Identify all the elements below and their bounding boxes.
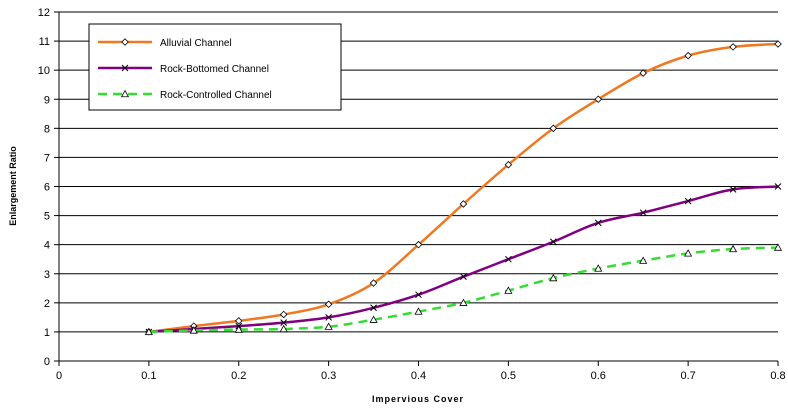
data-point <box>324 300 333 309</box>
legend-marker <box>121 64 129 72</box>
data-point <box>774 183 782 190</box>
data-point <box>504 286 513 294</box>
x-tick-label: 0.8 <box>770 370 785 382</box>
data-point <box>639 69 647 77</box>
data-point <box>414 307 423 315</box>
x-tick-label: 0 <box>56 370 62 382</box>
data-point <box>504 160 513 169</box>
x-tick-label: 0.7 <box>680 370 695 382</box>
y-tick-label: 10 <box>38 65 50 77</box>
y-tick-label: 1 <box>44 327 50 339</box>
legend-entry: Rock-Controlled Channel <box>98 89 272 101</box>
legend-label: Alluvial Channel <box>160 38 232 49</box>
series-line <box>148 185 779 334</box>
x-tick-label: 0.5 <box>501 370 516 382</box>
data-point <box>729 186 737 193</box>
data-point <box>325 314 332 321</box>
data-point <box>773 243 783 251</box>
data-point <box>369 315 378 323</box>
data-point <box>459 200 468 208</box>
series-2 <box>145 183 782 336</box>
data-point <box>594 264 603 272</box>
data-point <box>414 240 423 249</box>
y-tick-label: 8 <box>44 123 50 135</box>
legend-label: Rock-Controlled Channel <box>160 90 272 101</box>
x-tick-label: 0.4 <box>411 370 426 382</box>
data-point <box>549 273 558 282</box>
y-tick-label: 6 <box>44 182 50 194</box>
x-tick-label: 0.3 <box>321 370 336 382</box>
x-tick-label: 0.6 <box>591 370 606 382</box>
legend-entry: Alluvial Channel <box>98 38 232 49</box>
data-point <box>324 322 333 330</box>
x-tick-label: 0.2 <box>231 370 246 382</box>
data-point <box>774 40 782 48</box>
data-point <box>505 255 512 263</box>
y-tick-label: 2 <box>44 298 50 310</box>
data-point <box>189 326 198 334</box>
data-point <box>370 304 377 312</box>
x-axis-title: Impervious Cover <box>372 394 464 404</box>
x-tick-label: 0.1 <box>141 370 156 382</box>
legend-entry: Rock-Bottomed Channel <box>98 64 269 75</box>
data-point <box>234 317 243 325</box>
data-point <box>415 291 422 299</box>
data-point <box>280 319 288 326</box>
data-point <box>684 197 692 205</box>
data-point <box>684 249 693 257</box>
y-tick-label: 9 <box>44 94 50 106</box>
series-3 <box>144 243 783 336</box>
data-point <box>279 324 288 333</box>
data-point <box>549 124 558 133</box>
data-point <box>369 279 378 287</box>
legend-marker <box>121 38 129 46</box>
y-tick-label: 12 <box>38 7 50 19</box>
data-point <box>234 325 243 333</box>
data-point <box>639 209 647 217</box>
legend-box <box>88 23 342 111</box>
data-point <box>728 244 738 253</box>
legend-label: Rock-Bottomed Channel <box>160 64 269 75</box>
y-axis-title: Enlargement Ratio <box>8 146 18 226</box>
data-point <box>459 298 468 306</box>
data-point <box>639 256 648 264</box>
legend: Alluvial Channel Rock-Bottomed Channel Roc… <box>88 23 342 111</box>
x-axis-ticks: 0 0.1 0.2 0.3 0.4 0.5 0.6 0.7 0.8 <box>56 361 786 382</box>
y-tick-label: 7 <box>44 152 50 164</box>
data-point <box>594 219 602 227</box>
data-point <box>460 273 467 281</box>
data-point <box>549 238 557 246</box>
y-tick-label: 5 <box>44 211 50 223</box>
y-tick-label: 3 <box>44 269 50 281</box>
legend-marker <box>120 89 130 98</box>
data-point <box>594 95 603 104</box>
y-tick-label: 4 <box>44 240 50 252</box>
series-group <box>144 40 783 336</box>
y-tick-label: 0 <box>44 356 50 368</box>
data-point <box>684 51 692 60</box>
data-point <box>279 310 288 319</box>
y-tick-label: 11 <box>39 36 50 48</box>
data-point <box>144 327 153 336</box>
data-point <box>729 43 737 51</box>
